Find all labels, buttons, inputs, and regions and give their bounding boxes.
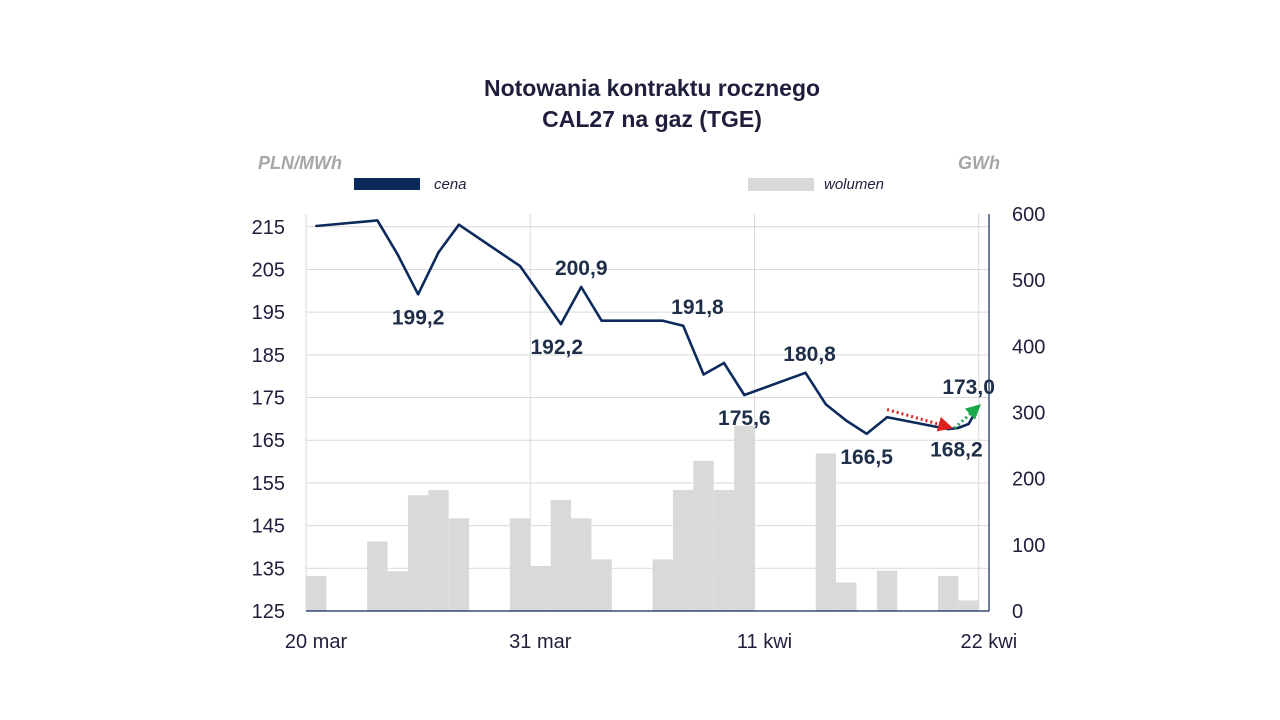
price-point-14 <box>722 361 726 365</box>
data-label-6: 166,5 <box>840 446 893 469</box>
volume-bar-3 <box>407 495 429 611</box>
y-left-tick-label-175: 175 <box>252 388 285 410</box>
y-right-tick-label-0: 0 <box>1012 601 1023 623</box>
price-point-18 <box>845 419 848 422</box>
y-left-tick-label-215: 215 <box>252 217 285 239</box>
x-tick-label-3: 22 kwi <box>960 631 1017 653</box>
volume-bar-7 <box>530 566 551 611</box>
y-left-tick-label-155: 155 <box>252 473 285 495</box>
volume-bar-2 <box>387 571 408 611</box>
legend-label-cena: cena <box>434 176 467 193</box>
x-tick-label-2: 11 kwi <box>737 631 792 653</box>
x-tick-label-0: 20 mar <box>285 631 348 653</box>
legend-label-wolumen: wolumen <box>824 176 884 193</box>
volume-bar-0 <box>306 575 327 611</box>
volume-bar-10 <box>591 559 612 611</box>
y-right-tick-label-400: 400 <box>1012 336 1045 358</box>
volume-bar-9 <box>571 518 592 611</box>
y-left-tick-label-165: 165 <box>252 430 285 452</box>
volume-bar-12 <box>672 489 694 611</box>
y-right-tick-label-200: 200 <box>1012 469 1045 491</box>
y-right-tick-label-500: 500 <box>1012 270 1045 292</box>
data-label-5: 180,8 <box>783 343 836 366</box>
price-point-17 <box>824 403 828 406</box>
x-tick-label-1: 31 mar <box>509 631 572 653</box>
price-point-8 <box>559 322 563 326</box>
y-left-tick-label-185: 185 <box>252 345 285 367</box>
chart-title-line2: CAL27 na gaz (TGE) <box>542 106 762 132</box>
volume-bar-11 <box>652 559 673 611</box>
price-point-23 <box>967 422 970 426</box>
price-point-4 <box>437 251 440 254</box>
legend-swatch-cena <box>354 178 420 190</box>
data-label-0: 199,2 <box>392 306 445 329</box>
price-point-13 <box>702 373 705 376</box>
price-point-6 <box>518 264 522 268</box>
y-right-unit-label: GWh <box>958 153 1000 173</box>
price-point-20 <box>885 415 889 419</box>
chart-title-line1: Notowania kontraktu rocznego <box>484 75 820 101</box>
tick-labels: 125 135 145 155 165 175 185 195 205 215 0 100 200 300… <box>252 204 1046 653</box>
volume-bar-13 <box>693 460 714 611</box>
y-right-tick-label-100: 100 <box>1012 535 1045 557</box>
price-line-group <box>314 219 981 436</box>
price-point-10 <box>600 319 603 322</box>
data-label-1: 192,2 <box>530 336 583 359</box>
price-point-1 <box>376 219 379 222</box>
data-label-3: 191,8 <box>671 296 724 319</box>
price-point-3 <box>416 293 420 296</box>
volume-bar-4 <box>428 489 449 611</box>
price-point-5 <box>457 223 461 226</box>
volume-bar-18 <box>876 570 898 611</box>
price-point-15 <box>743 393 746 397</box>
price-point-21 <box>947 427 950 431</box>
y-right-tick-label-600: 600 <box>1012 204 1045 226</box>
y-left-tick-label-195: 195 <box>252 302 285 324</box>
y-left-tick-label-145: 145 <box>252 516 285 538</box>
volume-bar-14 <box>713 489 735 611</box>
y-left-tick-label-125: 125 <box>252 601 285 623</box>
price-point-7 <box>539 293 542 297</box>
y-left-tick-label-205: 205 <box>252 259 285 281</box>
legend-swatch-wolumen <box>748 178 814 191</box>
y-right-tick-label-300: 300 <box>1012 403 1045 425</box>
volume-bar-20 <box>958 600 979 611</box>
data-labels: 199,2 192,2 200,9 191,8 175,6 180,8 166,5 168,2… <box>392 257 995 469</box>
volume-bar-15 <box>734 425 755 611</box>
data-label-7: 168,2 <box>930 439 983 462</box>
trend-arrow-0 <box>886 408 954 432</box>
volume-bar-16 <box>815 453 837 611</box>
y-left-unit-label: PLN/MWh <box>258 153 342 173</box>
data-label-2: 200,9 <box>555 257 608 280</box>
price-point-11 <box>661 319 664 322</box>
price-point-9 <box>580 285 583 289</box>
volume-bar-6 <box>509 518 531 611</box>
volume-bar-5 <box>448 518 470 611</box>
volume-bar-17 <box>836 582 857 611</box>
volume-bar-19 <box>938 575 959 611</box>
axes <box>306 214 990 612</box>
price-point-2 <box>396 253 399 256</box>
trend-arrows <box>886 404 982 432</box>
volume-bar-8 <box>550 499 572 611</box>
price-point-22 <box>957 426 960 430</box>
price-point-16 <box>804 371 807 374</box>
trend-arrow-1 <box>953 404 982 430</box>
price-point-0 <box>314 224 318 228</box>
y-left-tick-label-135: 135 <box>252 558 285 580</box>
volume-bar-1 <box>367 541 388 611</box>
price-point-12 <box>681 324 685 328</box>
price-point-19 <box>865 432 868 436</box>
volume-bars <box>306 425 979 611</box>
data-label-8: 173,0 <box>942 376 995 399</box>
data-label-4: 175,6 <box>718 407 771 430</box>
